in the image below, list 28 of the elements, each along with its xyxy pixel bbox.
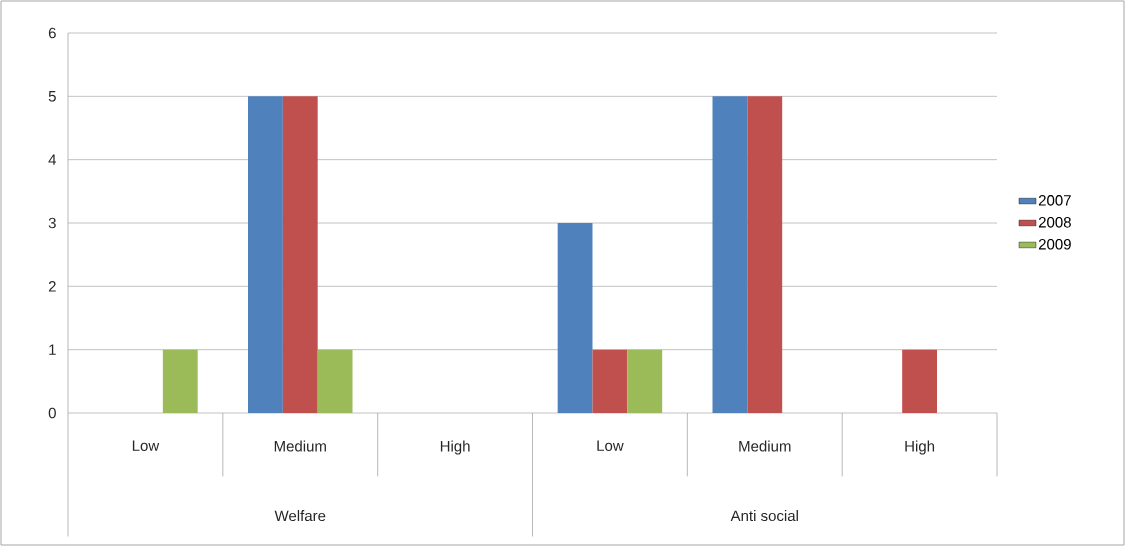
text: Welfare [274,510,326,522]
bar [592,349,628,413]
text: Anti social [730,510,798,522]
y-tick-label: 0 [48,407,56,419]
bar [627,349,663,413]
bar [162,349,198,413]
y-tick-label: 4 [48,154,57,165]
x-tick-label: Medium [274,440,326,452]
bar [248,96,283,413]
bar [317,349,353,413]
bar [902,349,938,413]
legend-label: 2008 [1038,217,1071,228]
x-tick-label: Low [597,440,624,451]
bar [712,96,748,413]
y-tick-label: 5 [48,91,56,102]
bar [747,96,783,413]
x-tick-label: Low [132,440,160,451]
y-tick-label: 6 [48,27,56,39]
x-tick-label: Medium [739,440,791,452]
y-tick-label: 3 [48,217,56,229]
bar [282,96,318,413]
y-tick-label: 2 [48,281,56,292]
x-tick-label: High [905,440,935,455]
legend-label: 2009 [1038,238,1071,250]
y-tick-label: 1 [49,344,56,355]
x-tick-label: High [440,440,470,455]
legend-label: 2007 [1038,195,1071,206]
bar [557,223,593,413]
